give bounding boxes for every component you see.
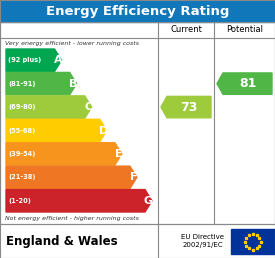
Polygon shape <box>6 72 77 95</box>
Text: C: C <box>84 102 92 112</box>
Text: 73: 73 <box>180 101 198 114</box>
Polygon shape <box>161 96 211 118</box>
Text: England & Wales: England & Wales <box>6 235 118 247</box>
Polygon shape <box>6 96 92 118</box>
Polygon shape <box>6 166 137 189</box>
Text: F: F <box>130 172 137 182</box>
Text: EU Directive: EU Directive <box>181 234 224 240</box>
Bar <box>0 0 275 22</box>
Polygon shape <box>6 143 122 165</box>
Text: (92 plus): (92 plus) <box>8 57 41 63</box>
Polygon shape <box>217 73 272 94</box>
Text: B: B <box>69 79 77 89</box>
Bar <box>0 224 275 258</box>
Text: Not energy efficient - higher running costs: Not energy efficient - higher running co… <box>5 216 139 221</box>
Text: G: G <box>144 196 153 206</box>
Text: (55-68): (55-68) <box>8 127 35 133</box>
Text: Current: Current <box>170 26 202 35</box>
Polygon shape <box>6 119 107 142</box>
Bar <box>230 229 274 254</box>
Text: Energy Efficiency Rating: Energy Efficiency Rating <box>46 4 229 18</box>
Text: A: A <box>54 55 62 65</box>
Polygon shape <box>6 49 62 71</box>
Polygon shape <box>6 190 152 212</box>
Text: (39-54): (39-54) <box>8 151 35 157</box>
Text: 81: 81 <box>239 77 256 90</box>
Text: Very energy efficient - lower running costs: Very energy efficient - lower running co… <box>5 41 139 46</box>
Text: (81-91): (81-91) <box>8 81 35 87</box>
Text: Potential: Potential <box>226 26 263 35</box>
Text: 2002/91/EC: 2002/91/EC <box>182 242 223 248</box>
Text: E: E <box>115 149 122 159</box>
Text: D: D <box>99 125 108 135</box>
Text: (1-20): (1-20) <box>8 198 31 204</box>
Text: (21-38): (21-38) <box>8 174 35 180</box>
Bar <box>0 22 275 224</box>
Text: (69-80): (69-80) <box>8 104 35 110</box>
